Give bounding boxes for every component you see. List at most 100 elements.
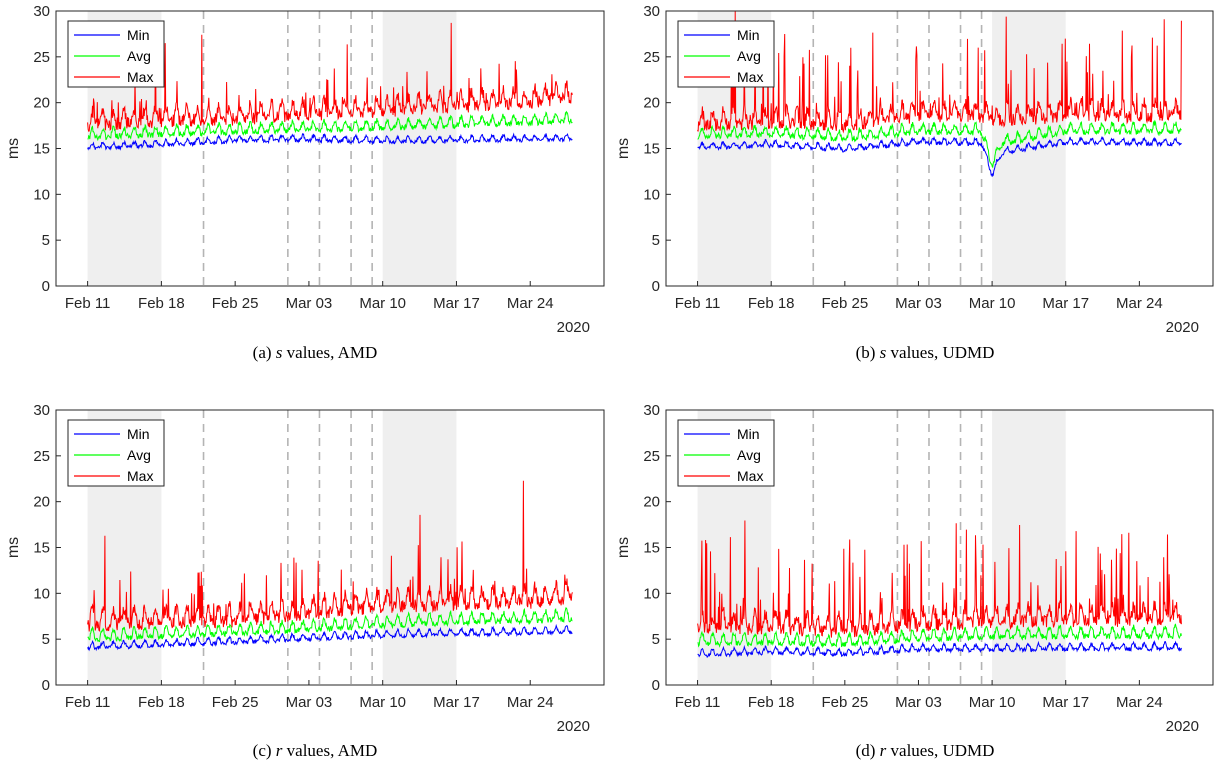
y-tick-label: 30 bbox=[643, 402, 660, 419]
y-tick-label: 5 bbox=[42, 631, 50, 648]
x-tick-label: Feb 25 bbox=[821, 694, 868, 711]
legend-label-max: Max bbox=[127, 468, 153, 484]
shaded-range-2 bbox=[992, 410, 1066, 685]
y-tick-label: 25 bbox=[33, 49, 50, 66]
y-tick-label: 10 bbox=[643, 585, 660, 602]
legend-label-avg: Avg bbox=[127, 48, 151, 64]
y-tick-label: 0 bbox=[652, 278, 660, 295]
x-tick-label: Feb 25 bbox=[212, 295, 259, 312]
y-tick-label: 25 bbox=[643, 49, 660, 66]
x-tick-label: Feb 25 bbox=[212, 694, 259, 711]
caption-d: (d) r values, UDMD bbox=[855, 741, 995, 760]
y-tick-label: 25 bbox=[643, 448, 660, 465]
x-tick-label: Mar 03 bbox=[286, 295, 333, 312]
legend-box bbox=[677, 20, 775, 88]
series-line-avg bbox=[697, 119, 1182, 169]
legend-label-avg: Avg bbox=[127, 447, 151, 463]
y-tick-label: 20 bbox=[33, 494, 50, 511]
x-tick-label: Feb 11 bbox=[65, 295, 111, 312]
x-tick-label: Mar 10 bbox=[969, 694, 1016, 711]
x-tick-label: Mar 03 bbox=[286, 694, 333, 711]
x-tick-label: Feb 18 bbox=[138, 295, 185, 312]
x-tick-label: Mar 17 bbox=[1042, 694, 1089, 711]
legend-label-max: Max bbox=[737, 69, 763, 85]
legend-box bbox=[67, 20, 165, 88]
y-tick-label: 0 bbox=[42, 278, 50, 295]
panel-d: 0 5 10 15 20 25 30 Feb 11 Feb 18 Feb 25 Mar 03 Mar … bbox=[615, 402, 1214, 735]
legend: Min Avg Max bbox=[677, 20, 775, 88]
shaded-range-2 bbox=[992, 11, 1066, 286]
series-line-max bbox=[87, 480, 573, 632]
y-tick-label: 15 bbox=[33, 540, 50, 557]
y-tick-label: 30 bbox=[33, 402, 50, 419]
legend-box bbox=[67, 419, 165, 487]
y-tick-label: 0 bbox=[42, 677, 50, 694]
y-tick-label: 10 bbox=[643, 186, 660, 203]
year-label: 2020 bbox=[557, 718, 590, 735]
panel-a: 0 5 10 15 20 25 30 Feb 11 Feb 18 Feb 25 Mar 03 Mar … bbox=[5, 3, 605, 336]
y-tick-label: 5 bbox=[652, 631, 660, 648]
x-tick-label: Feb 18 bbox=[138, 694, 185, 711]
legend: Min Avg Max bbox=[67, 20, 165, 88]
y-tick-label: 15 bbox=[643, 141, 660, 158]
y-axis-label: ms bbox=[615, 537, 632, 558]
year-label: 2020 bbox=[1166, 319, 1199, 336]
y-axis-label: ms bbox=[5, 138, 22, 159]
series-line-min bbox=[697, 135, 1182, 177]
x-tick-label: Feb 11 bbox=[675, 694, 721, 711]
x-tick-label: Mar 17 bbox=[433, 694, 480, 711]
panel-c: 0 5 10 15 20 25 30 Feb 11 Feb 18 Feb 25 Mar 03 Mar … bbox=[5, 402, 605, 735]
legend-label-min: Min bbox=[737, 426, 760, 442]
y-tick-label: 10 bbox=[33, 186, 50, 203]
x-tick-label: Feb 18 bbox=[748, 694, 795, 711]
x-tick-label: Mar 17 bbox=[1042, 295, 1089, 312]
y-tick-label: 0 bbox=[652, 677, 660, 694]
x-tick-label: Mar 10 bbox=[359, 295, 406, 312]
x-tick-label: Mar 24 bbox=[1116, 694, 1163, 711]
x-tick-label: Mar 03 bbox=[895, 295, 942, 312]
x-tick-label: Mar 03 bbox=[895, 694, 942, 711]
y-tick-label: 10 bbox=[33, 585, 50, 602]
year-label: 2020 bbox=[557, 319, 590, 336]
x-tick-label: Feb 18 bbox=[748, 295, 795, 312]
x-tick-label: Mar 10 bbox=[969, 295, 1016, 312]
legend-label-min: Min bbox=[127, 27, 150, 43]
legend: Min Avg Max bbox=[67, 419, 165, 487]
y-tick-label: 30 bbox=[643, 3, 660, 20]
y-tick-label: 5 bbox=[652, 232, 660, 249]
x-tick-label: Mar 24 bbox=[507, 295, 554, 312]
legend-label-max: Max bbox=[737, 468, 763, 484]
y-tick-label: 15 bbox=[643, 540, 660, 557]
y-tick-label: 5 bbox=[42, 232, 50, 249]
legend-label-avg: Avg bbox=[737, 447, 761, 463]
series-line-max bbox=[697, 11, 1182, 134]
x-tick-label: Mar 17 bbox=[433, 295, 480, 312]
legend-label-max: Max bbox=[127, 69, 153, 85]
series-line-max bbox=[87, 22, 573, 132]
legend-box bbox=[677, 419, 775, 487]
series-line-min bbox=[697, 639, 1182, 658]
y-axis-label: ms bbox=[615, 138, 632, 159]
y-tick-label: 20 bbox=[643, 494, 660, 511]
series-line-avg bbox=[87, 607, 573, 643]
panel-b: 0 5 10 15 20 25 30 Feb 11 Feb 18 Feb 25 Mar 03 Mar … bbox=[615, 3, 1214, 336]
x-tick-label: Mar 10 bbox=[359, 694, 406, 711]
y-axis-label: ms bbox=[5, 537, 22, 558]
caption-a: (a) s values, AMD bbox=[252, 343, 378, 362]
x-tick-label: Mar 24 bbox=[507, 694, 554, 711]
y-tick-label: 25 bbox=[33, 448, 50, 465]
x-tick-label: Feb 11 bbox=[675, 295, 721, 312]
caption-c: (c) r values, AMD bbox=[252, 741, 378, 760]
x-tick-label: Mar 24 bbox=[1116, 295, 1163, 312]
legend-label-min: Min bbox=[127, 426, 150, 442]
year-label: 2020 bbox=[1166, 718, 1199, 735]
legend-label-avg: Avg bbox=[737, 48, 761, 64]
x-tick-label: Feb 11 bbox=[65, 694, 111, 711]
y-tick-label: 30 bbox=[33, 3, 50, 20]
series-line-avg bbox=[87, 110, 573, 142]
y-tick-label: 15 bbox=[33, 141, 50, 158]
series-line-avg bbox=[697, 623, 1182, 649]
series-line-max bbox=[697, 520, 1182, 638]
x-tick-label: Feb 25 bbox=[821, 295, 868, 312]
